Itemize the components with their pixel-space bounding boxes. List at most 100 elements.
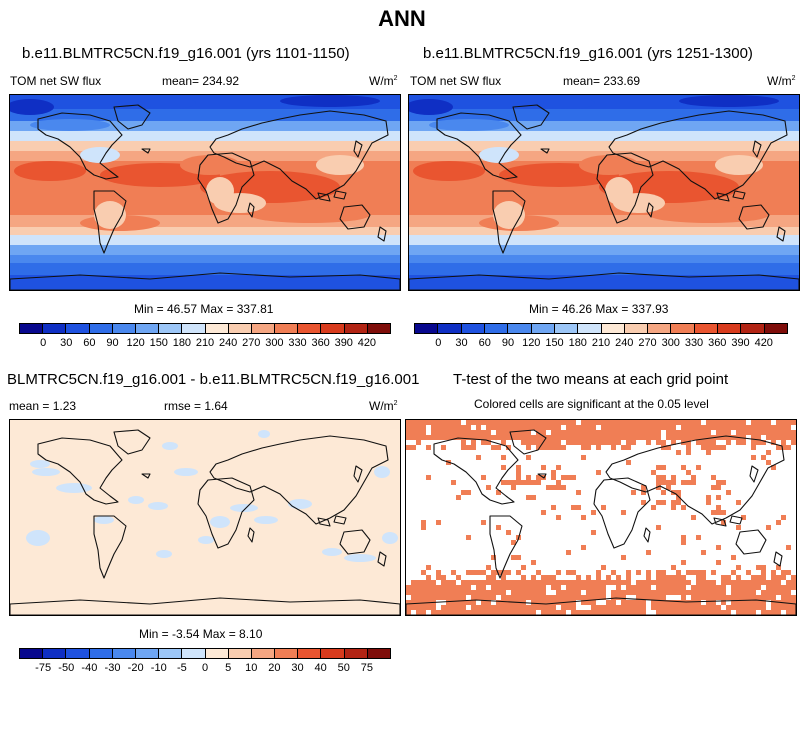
diff-panel-stats: Min = -3.54 Max = 8.10 <box>139 627 263 641</box>
colorbar-3-tick-label: 30 <box>291 662 304 674</box>
panel-1-mean: mean= 234.92 <box>162 74 240 88</box>
colorbar-1-tick-label: 180 <box>172 337 192 349</box>
colorbar-3-tick-label: 0 <box>201 662 209 674</box>
colorbar-1-swatch <box>112 324 136 333</box>
colorbar-3-swatch <box>344 649 368 658</box>
colorbar-2-tick-label: 0 <box>435 337 442 349</box>
colorbar-3-tick-label: -20 <box>127 662 144 674</box>
diff-panel-map <box>9 419 401 616</box>
colorbar-3-tick-label: -10 <box>150 662 167 674</box>
ttest-panel-subtitle: Colored cells are significant at the 0.0… <box>474 397 709 411</box>
diff-panel-mean: mean = 1.23 <box>9 399 77 413</box>
panel-1-units: W/m2 <box>369 74 398 88</box>
colorbar-3-swatch <box>251 649 276 658</box>
colorbar-3-tick-label: 40 <box>314 662 327 674</box>
colorbar-2-swatch <box>671 324 695 333</box>
colorbar-1-swatch <box>367 324 390 333</box>
colorbar-3-tick-label: 50 <box>337 662 350 674</box>
colorbar-2-tick-label: 240 <box>615 337 634 349</box>
colorbar-2-swatch <box>484 324 509 333</box>
colorbar-2-tick-label: 210 <box>591 337 611 349</box>
colorbar-1-swatch <box>89 324 113 333</box>
colorbar-1-swatch <box>228 324 252 333</box>
colorbar-1-swatch <box>344 324 368 333</box>
colorbar-3-tick-label: -40 <box>81 662 98 674</box>
colorbar-1-swatch <box>275 324 299 333</box>
colorbar-1-swatch <box>159 324 183 333</box>
panel-1-stats: Min = 46.57 Max = 337.81 <box>134 302 274 316</box>
colorbar-3-swatch <box>321 649 345 658</box>
colorbar-1-tick-label: 420 <box>357 337 377 349</box>
panel-2-stats: Min = 46.26 Max = 337.93 <box>529 302 669 316</box>
colorbar-2-swatch <box>694 324 719 333</box>
panel-2-units: W/m2 <box>767 74 796 88</box>
diff-panel-colorbar <box>19 648 391 659</box>
colorbar-3-tick-label: 20 <box>268 662 281 674</box>
colorbar-2-swatch <box>624 324 649 333</box>
colorbar-1-tick-label: 120 <box>126 337 145 349</box>
colorbar-2-swatch <box>718 324 742 333</box>
diff-coastlines <box>10 429 400 615</box>
colorbar-1-tick-label: 90 <box>106 337 119 349</box>
colorbar-3-swatch <box>159 649 183 658</box>
colorbar-3-tick-label: -50 <box>58 662 75 674</box>
colorbar-3-tick-label: 5 <box>225 662 232 674</box>
colorbar-1-tick-label: 60 <box>83 337 96 349</box>
colorbar-3-tick-label: -30 <box>104 662 121 674</box>
colorbar-2-swatch <box>415 324 439 333</box>
panel-1-field <box>10 95 400 290</box>
colorbar-2-tick-label: 60 <box>478 337 491 349</box>
colorbar-1-tick-label: 0 <box>40 337 47 349</box>
colorbar-2-swatch <box>741 324 765 333</box>
diff-field <box>10 420 400 615</box>
colorbar-1-swatch <box>182 324 206 333</box>
colorbar-3-tick-label: -75 <box>35 662 52 674</box>
panel-2-colorbar <box>414 323 788 334</box>
colorbar-2-swatch <box>531 324 555 333</box>
colorbar-1-swatch <box>20 324 44 333</box>
colorbar-3-swatch <box>43 649 67 658</box>
colorbar-2-tick-label: 270 <box>638 337 657 349</box>
colorbar-2-tick-label: 90 <box>501 337 515 349</box>
colorbar-1-swatch <box>205 324 229 333</box>
colorbar-1-tick-label: 330 <box>288 337 307 349</box>
colorbar-1-swatch <box>135 324 160 333</box>
colorbar-1-tick-label: 270 <box>242 337 261 349</box>
colorbar-2-tick-label: 150 <box>545 337 564 349</box>
colorbar-3-swatch <box>182 649 206 658</box>
panel-1-variable: TOM net SW flux <box>10 74 102 88</box>
colorbar-2-swatch <box>554 324 579 333</box>
diff-panel-title: BLMTRC5CN.f19_g16.001 - b.e11.BLMTRC5CN.… <box>7 371 420 388</box>
colorbar-3-swatch <box>135 649 160 658</box>
colorbar-3-swatch <box>275 649 299 658</box>
diff-panel-units: W/m2 <box>369 399 398 413</box>
colorbar-1-tick-label: 390 <box>334 337 353 349</box>
colorbar-2-swatch <box>578 324 602 333</box>
colorbar-2-swatch <box>648 324 672 333</box>
panel-1-colorbar <box>19 323 391 334</box>
panel-2-mean: mean= 233.69 <box>563 74 641 88</box>
colorbar-1-tick-label: 300 <box>265 337 284 349</box>
colorbar-3-swatch <box>367 649 390 658</box>
ttest-panel-title: T-test of the two means at each grid poi… <box>453 371 729 388</box>
colorbar-2-tick-label: 180 <box>568 337 587 349</box>
colorbar-2-tick-label: 300 <box>661 337 680 349</box>
colorbar-3-swatch <box>298 649 322 658</box>
colorbar-2-tick-label: 30 <box>455 337 468 349</box>
colorbar-2-swatch <box>764 324 787 333</box>
colorbar-3-swatch <box>66 649 90 658</box>
panel-1-title: b.e11.BLMTRC5CN.f19_g16.001 (yrs 1101-11… <box>22 45 350 62</box>
colorbar-3-tick-label: 10 <box>245 662 258 674</box>
panel-2-variable: TOM net SW flux <box>410 74 502 88</box>
colorbar-1-tick-label: 150 <box>149 337 168 349</box>
colorbar-2-tick-label: 390 <box>731 337 750 349</box>
colorbar-2-swatch <box>601 324 625 333</box>
panel-2-field <box>409 95 799 290</box>
colorbar-3-swatch <box>112 649 136 658</box>
colorbar-2-tick-label: 120 <box>522 337 541 349</box>
panel-1-field-coastlines <box>10 104 400 290</box>
colorbar-1-swatch <box>321 324 345 333</box>
colorbar-3-swatch <box>228 649 252 658</box>
colorbar-1-tick-label: 360 <box>311 337 330 349</box>
colorbar-1-swatch <box>251 324 276 333</box>
